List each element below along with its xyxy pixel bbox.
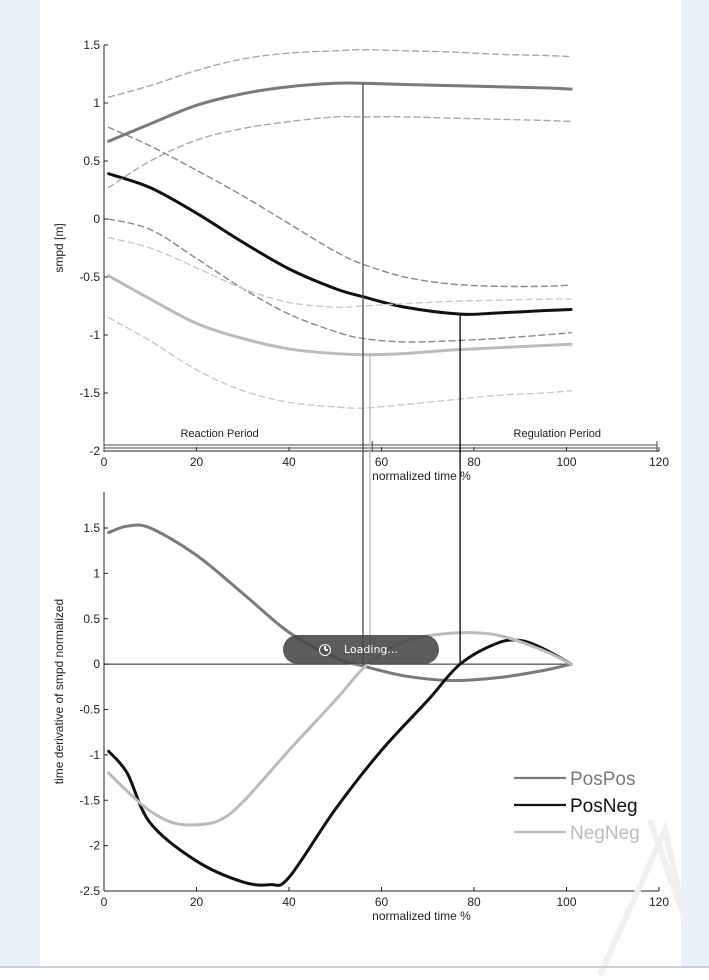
y-tick-label: 0.5 [83, 612, 100, 626]
clock-icon [319, 643, 331, 656]
x-tick-label: 40 [282, 455, 296, 469]
y-axis-label: time derivative of smpd normalized [52, 599, 66, 784]
y-tick-label: -2 [89, 839, 100, 853]
legend-label: PosNeg [570, 796, 638, 817]
mean-line [107, 81, 573, 143]
x-tick-label: 100 [556, 895, 576, 909]
legend-label: PosPos [570, 769, 635, 790]
y-tick-label: 0.5 [83, 154, 100, 168]
smpd-panel: 1.510.50-0.5-1-1.5-20 20 40 60 80 100 120norma… [52, 38, 669, 483]
legend-label: NegNeg [570, 823, 640, 844]
loading-indicator: Loading... [283, 635, 439, 664]
figure-area: 1.5 1 0.5 0 -0.5 -1 -1.5 -2 0 20 40 60 80 100 120 norma… [40, 0, 681, 968]
x-tick-label: 20 [190, 455, 204, 469]
y-tick-label: -0.5 [79, 703, 100, 717]
y-tick-label: -2.5 [79, 884, 100, 898]
x-tick-label: 0 [101, 895, 108, 909]
y-tick-label: -1 [89, 748, 100, 762]
mean-line [107, 274, 573, 357]
x-tick-label: 20 [190, 895, 204, 909]
y-axis-label: smpd [m] [52, 223, 66, 272]
mean-line [107, 172, 573, 316]
y-tick-label: 1.5 [83, 521, 100, 535]
x-tick-label: 120 [649, 455, 669, 469]
x-tick-label: 40 [282, 895, 296, 909]
x-tick-label: 120 [649, 895, 669, 909]
bound-dashed-line [107, 126, 572, 288]
x-tick-label: 60 [375, 455, 389, 469]
y-tick-label: 1 [93, 96, 100, 110]
bound-dashed-line [107, 115, 572, 189]
loading-text: Loading... [344, 643, 398, 656]
y-tick-label: -1.5 [79, 793, 100, 807]
y-tick-label: 0 [93, 212, 100, 226]
regulation-period-label: Regulation Period [514, 428, 601, 440]
derivative-panel: 1.510.50-0.5-1-1.5-2-2.50 20 40 60 80 100 120n… [52, 492, 669, 923]
right-margin-panel [681, 0, 709, 968]
bound-dashed-line [107, 316, 572, 409]
bound-dashed-line [107, 218, 572, 343]
x-tick-label: 80 [467, 455, 481, 469]
bound-dashed-line [107, 48, 572, 98]
x-axis-label: normalized time % [372, 469, 471, 483]
bound-dashed-line [107, 236, 572, 309]
y-tick-label: -1 [89, 328, 100, 342]
x-tick-label: 0 [101, 455, 108, 469]
event-marker-lines [362, 83, 461, 665]
bottom-divider [0, 966, 709, 968]
negneg-line [107, 631, 573, 827]
x-tick-label: 100 [556, 455, 576, 469]
reaction-period-label: Reaction Period [180, 428, 258, 440]
left-margin-panel [0, 0, 40, 968]
y-tick-label: -2 [89, 444, 100, 458]
y-tick-label: -1.5 [79, 386, 100, 400]
x-tick-label: 60 [375, 895, 389, 909]
chart-figure-svg: 1.510.50-0.5-1-1.5-20 20 40 60 80 100 120norma… [52, 38, 669, 923]
y-tick-label: -0.5 [79, 270, 100, 284]
x-tick-label: 80 [467, 895, 481, 909]
x-axis-label: normalized time % [372, 909, 471, 923]
y-tick-label: 1 [93, 566, 100, 580]
y-tick-label: 0 [93, 657, 100, 671]
y-tick-label: 1.5 [83, 38, 100, 52]
